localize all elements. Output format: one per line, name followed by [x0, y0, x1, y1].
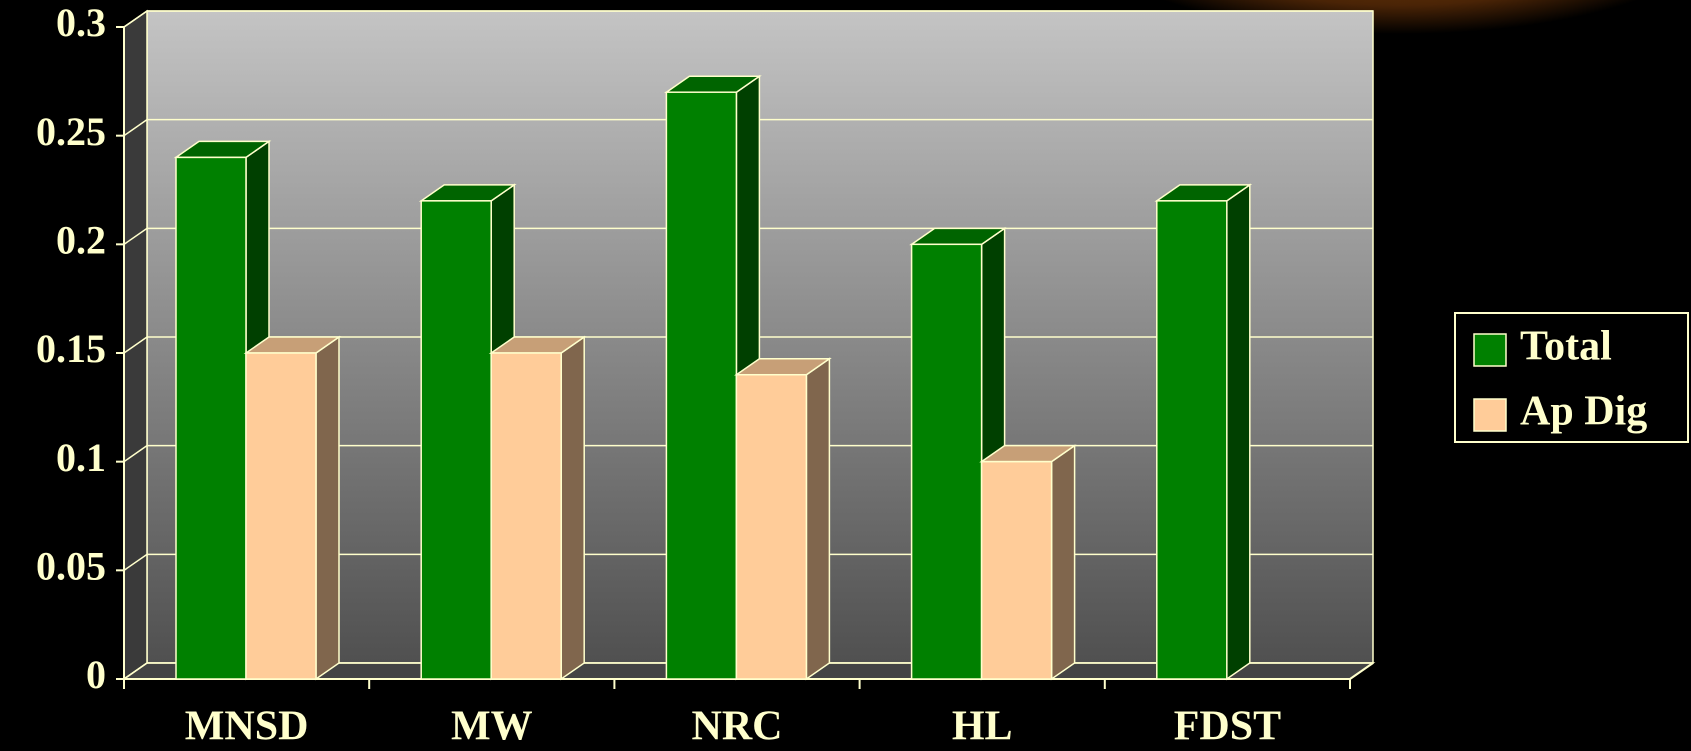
bar-side	[805, 357, 831, 681]
bar-front	[980, 460, 1053, 680]
x-axis-back	[1349, 662, 1374, 680]
bar-front	[1156, 200, 1228, 680]
legend-swatch	[1473, 398, 1507, 432]
bar-front	[910, 243, 983, 680]
grid-line-side	[123, 10, 148, 28]
legend-label: Ap Dig	[1520, 389, 1647, 435]
bar-front	[490, 352, 562, 680]
bar	[979, 444, 1077, 681]
bar	[488, 335, 587, 681]
bar-side	[1050, 444, 1076, 681]
y-tick-label: 0.15	[36, 326, 106, 371]
bar-front	[245, 352, 317, 680]
legend-label: Total	[1520, 324, 1612, 370]
bar-side	[315, 335, 340, 681]
bar-front	[420, 200, 492, 680]
y-tick-label: 0.25	[36, 109, 106, 154]
grid-line-side	[123, 119, 148, 137]
grid-line-side	[123, 227, 148, 245]
grid-line-side	[123, 662, 148, 680]
bar-side	[1226, 183, 1251, 681]
y-tick-label: 0.2	[56, 218, 106, 263]
grid-line-side	[123, 336, 148, 354]
legend: Total Ap Dig	[1454, 312, 1689, 443]
y-tick-label: 0.05	[36, 544, 106, 589]
plot-area: 0 0.05 0.1 0.15 0.2 0.25 0.3 MNSD MW NRC HL FDST	[36, 0, 1376, 750]
bar-front	[735, 373, 808, 680]
x-tick-label: FDST	[1174, 704, 1281, 750]
x-tick-label: HL	[952, 704, 1013, 750]
legend-swatch	[1473, 333, 1507, 367]
bar	[1154, 183, 1253, 681]
bar-front	[175, 156, 247, 680]
bar	[243, 335, 342, 681]
bar	[734, 357, 832, 681]
x-tick-label: NRC	[692, 704, 783, 750]
y-tick-label: 0	[86, 652, 106, 697]
bar-side	[560, 335, 585, 681]
grid-line-side	[123, 553, 148, 571]
bar-front	[665, 91, 738, 680]
grid-line-side	[123, 445, 148, 463]
y-tick-label: 0.3	[56, 0, 106, 45]
x-tick-label: MNSD	[185, 704, 309, 750]
x-tick-label: MW	[451, 704, 533, 750]
y-tick-label: 0.1	[56, 435, 106, 480]
